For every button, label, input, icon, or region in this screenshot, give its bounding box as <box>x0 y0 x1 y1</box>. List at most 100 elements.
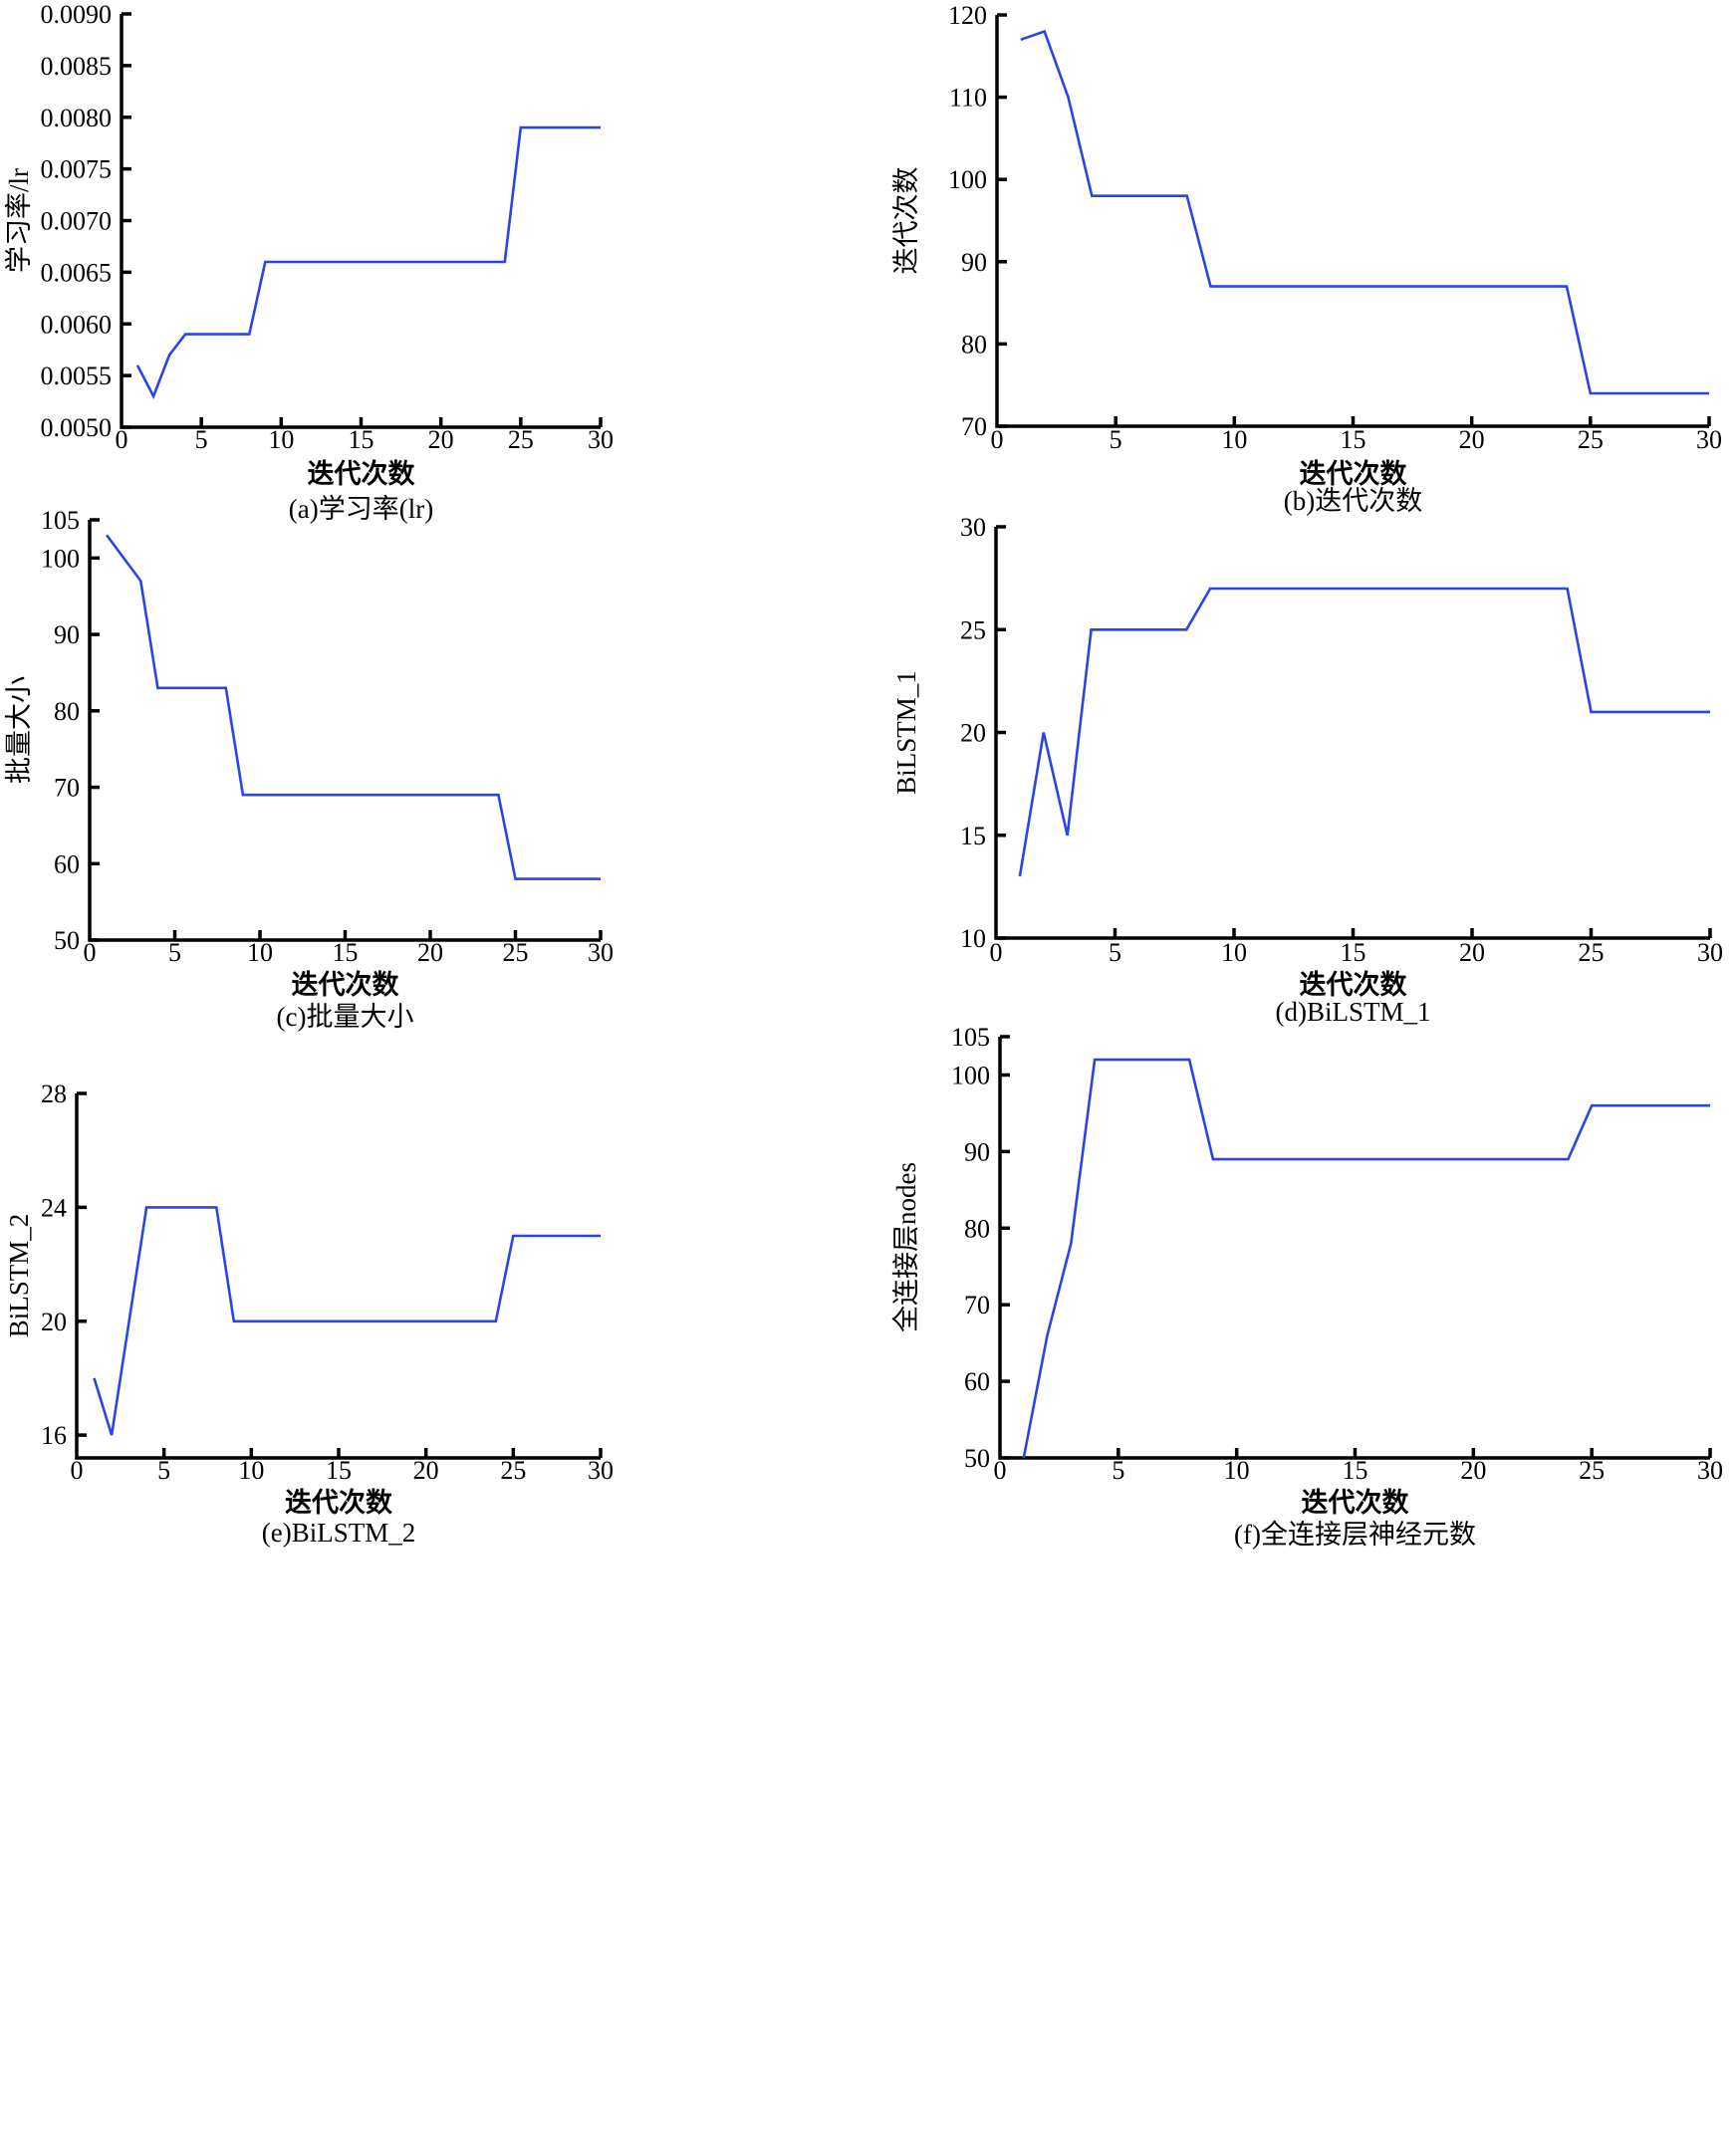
y-tick-label-b-2: 90 <box>961 248 987 277</box>
x-tick-label-e-4: 20 <box>413 1456 439 1485</box>
x-tick-label-d-5: 25 <box>1579 938 1605 967</box>
caption-d: (d)BiLSTM_1 <box>1275 997 1430 1027</box>
x-tick-label-e-3: 15 <box>326 1456 352 1485</box>
y-tick-label-b-3: 100 <box>948 165 987 194</box>
y-tick-label-c-3: 80 <box>54 697 80 726</box>
x-tick-label-f-5: 25 <box>1579 1456 1605 1485</box>
y-tick-label-d-0: 10 <box>960 924 986 953</box>
series-line-a-0 <box>135 125 601 400</box>
x-tick-label-f-4: 20 <box>1460 1456 1486 1485</box>
y-axis-title-f: 全连接层nodes <box>891 1162 921 1332</box>
x-tick-label-b-6: 30 <box>1696 425 1722 454</box>
y-tick-label-a-6: 0.0080 <box>41 104 113 132</box>
caption-b: (b)迭代次数 <box>1284 486 1422 516</box>
y-tick-label-f-6: 105 <box>951 1023 990 1052</box>
y-axis-title-b: 迭代次数 <box>891 167 921 275</box>
y-axis-and-x-axis-d <box>994 527 1710 940</box>
y-tick-label-b-4: 110 <box>949 84 987 113</box>
y-tick-label-c-4: 90 <box>54 620 80 649</box>
y-tick-label-f-1: 60 <box>964 1367 990 1396</box>
x-tick-label-a-2: 10 <box>268 425 294 454</box>
x-tick-label-b-2: 10 <box>1221 425 1247 454</box>
caption-f: (f)全连接层神经元数 <box>1234 1520 1476 1550</box>
y-tick-label-e-2: 24 <box>41 1193 67 1222</box>
series-line-b-0 <box>1020 29 1709 395</box>
y-tick-label-e-1: 20 <box>41 1308 67 1336</box>
y-tick-label-a-7: 0.0085 <box>41 52 113 81</box>
caption-e: (e)BiLSTM_2 <box>262 1518 416 1548</box>
y-tick-label-f-2: 70 <box>964 1291 990 1319</box>
y-tick-label-c-6: 105 <box>41 506 80 535</box>
x-tick-label-a-4: 20 <box>428 425 454 454</box>
x-tick-label-c-1: 5 <box>168 938 181 967</box>
y-axis-title-d: BiLSTM_1 <box>891 670 921 795</box>
y-tick-label-b-5: 120 <box>948 1 987 30</box>
x-tick-label-e-0: 0 <box>71 1456 84 1485</box>
x-tick-label-a-6: 30 <box>588 425 614 454</box>
y-tick-label-c-0: 50 <box>54 926 80 955</box>
caption-c: (c)批量大小 <box>277 1002 414 1032</box>
x-tick-label-e-1: 5 <box>157 1456 170 1485</box>
x-tick-label-d-6: 30 <box>1697 938 1723 967</box>
x-tick-label-d-2: 10 <box>1221 938 1247 967</box>
x-tick-label-b-3: 15 <box>1341 425 1366 454</box>
series-line-e-0 <box>93 1206 601 1436</box>
x-tick-label-d-1: 5 <box>1109 938 1121 967</box>
y-tick-label-a-8: 0.0090 <box>41 0 113 29</box>
y-tick-label-a-4: 0.0070 <box>41 207 113 236</box>
x-tick-label-a-0: 0 <box>116 425 128 454</box>
y-tick-label-f-0: 50 <box>964 1444 990 1473</box>
series-line-f-0 <box>1022 1058 1710 1459</box>
x-tick-label-c-6: 30 <box>588 938 614 967</box>
series-line-d-0 <box>1018 587 1710 877</box>
y-axis-and-x-axis-f <box>998 1037 1710 1460</box>
y-tick-label-f-5: 100 <box>951 1061 990 1089</box>
x-axis-title-e: 迭代次数 <box>285 1488 393 1518</box>
series-line-c-0 <box>106 534 601 880</box>
x-tick-label-f-6: 30 <box>1697 1456 1723 1485</box>
y-tick-label-c-2: 70 <box>54 774 80 803</box>
y-tick-label-b-0: 70 <box>961 412 987 441</box>
y-axis-title-e: BiLSTM_2 <box>4 1214 34 1338</box>
x-tick-label-e-5: 25 <box>500 1456 526 1485</box>
x-tick-label-f-2: 10 <box>1224 1456 1250 1485</box>
y-tick-label-a-5: 0.0075 <box>41 155 113 184</box>
y-tick-label-d-3: 25 <box>960 615 986 644</box>
y-tick-label-f-3: 80 <box>964 1214 990 1243</box>
y-tick-label-c-5: 100 <box>41 544 80 573</box>
y-tick-label-a-2: 0.0060 <box>41 310 113 339</box>
y-axis-and-x-axis-b <box>995 15 1709 428</box>
x-tick-label-b-5: 25 <box>1578 425 1604 454</box>
x-tick-label-d-4: 20 <box>1459 938 1485 967</box>
caption-a: (a)学习率(lr) <box>289 494 433 524</box>
y-axis-and-x-axis-c <box>88 520 601 942</box>
x-tick-label-b-0: 0 <box>991 425 1004 454</box>
x-axis-title-c: 迭代次数 <box>292 970 400 1000</box>
y-axis-title-a: 学习率/lr <box>4 168 34 273</box>
x-axis-title-d: 迭代次数 <box>1300 970 1408 1000</box>
x-tick-label-f-0: 0 <box>994 1456 1007 1485</box>
x-tick-label-e-6: 30 <box>588 1456 614 1485</box>
x-axis-title-f: 迭代次数 <box>1302 1488 1410 1518</box>
x-tick-label-d-3: 15 <box>1341 938 1366 967</box>
x-tick-label-a-1: 5 <box>195 425 208 454</box>
y-tick-label-b-1: 80 <box>961 330 987 359</box>
y-axis-and-x-axis-a <box>120 14 601 429</box>
y-tick-label-d-4: 30 <box>960 513 986 542</box>
x-tick-label-c-0: 0 <box>84 938 97 967</box>
y-axis-and-x-axis-e <box>75 1093 601 1460</box>
y-tick-label-e-0: 16 <box>41 1421 67 1450</box>
y-tick-label-d-1: 15 <box>960 822 986 850</box>
y-tick-label-d-2: 20 <box>960 719 986 748</box>
